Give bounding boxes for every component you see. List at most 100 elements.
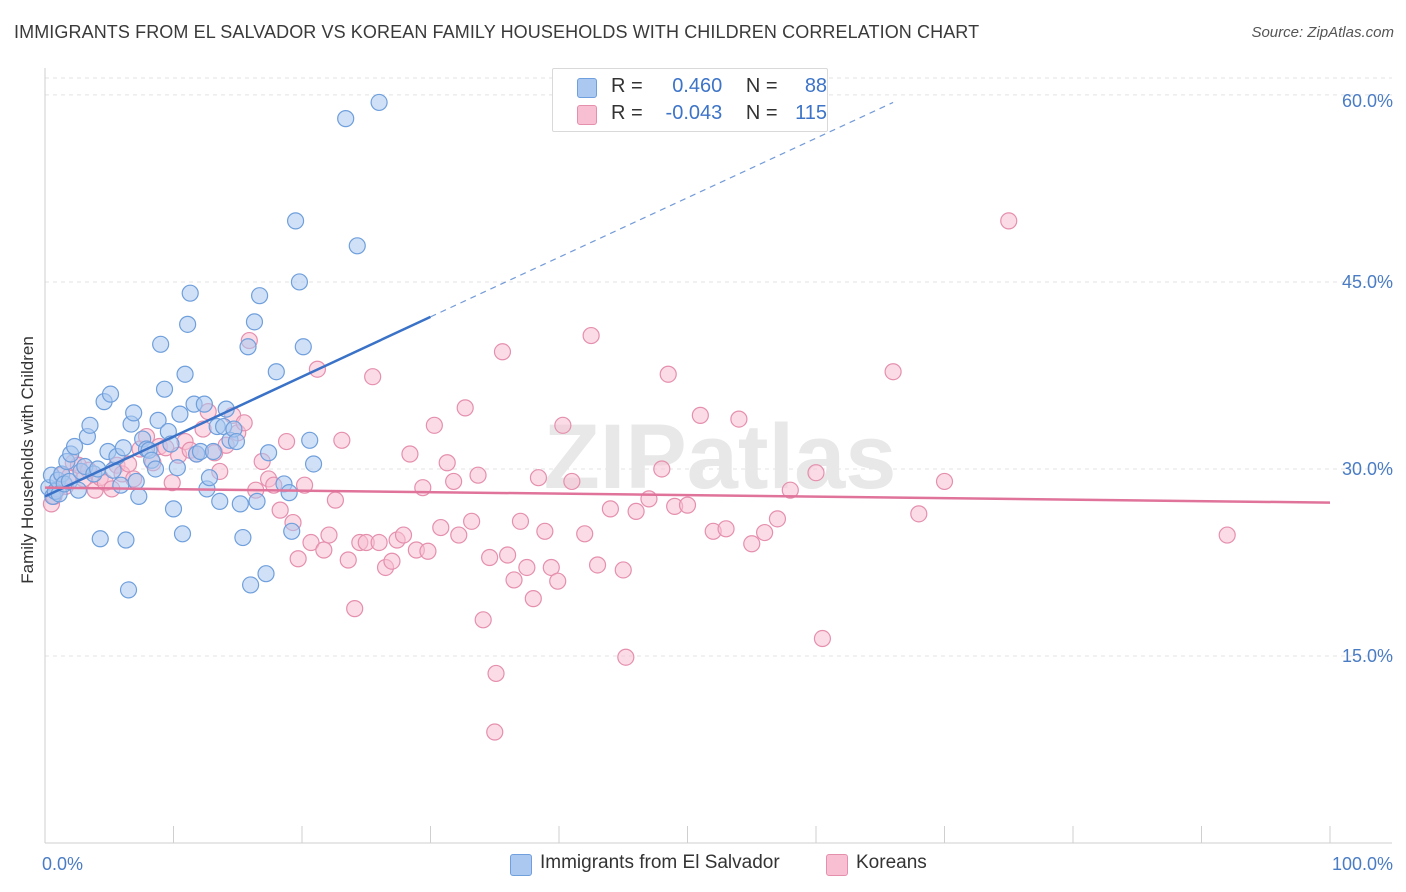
legend-text-koreans: R = -0.043 N = 115	[611, 102, 827, 125]
korean-point	[536, 522, 554, 540]
el-salvador-point	[114, 439, 132, 457]
korean-point	[339, 551, 357, 569]
korean-point	[450, 526, 468, 544]
el-salvador-point	[283, 522, 301, 540]
el-salvador-point	[248, 492, 266, 510]
bottom-legend-swatch-pink	[826, 854, 848, 876]
el-salvador-trend-extension	[430, 101, 894, 318]
korean-point	[659, 365, 677, 383]
el-salvador-point	[168, 459, 186, 477]
korean-point	[320, 526, 338, 544]
korean-point	[474, 611, 492, 629]
trend-lines	[44, 101, 1331, 504]
korean-point	[691, 406, 709, 424]
el-salvador-point	[227, 432, 246, 451]
el-salvador-point	[280, 484, 298, 502]
el-salvador-point	[164, 500, 183, 518]
korean-point	[743, 535, 761, 553]
x-tick-label-max: 100.0%	[1332, 854, 1393, 874]
el-salvador-point	[112, 476, 130, 494]
el-salvador-point	[101, 385, 120, 403]
korean-point	[469, 466, 487, 484]
el-salvador-point	[370, 93, 388, 112]
legend-n-value: 88	[804, 75, 828, 97]
korean-point	[813, 629, 832, 648]
korean-point	[364, 368, 382, 386]
el-salvador-point	[234, 528, 252, 547]
korean-point	[505, 571, 523, 589]
korean-point	[493, 343, 512, 361]
korean-point	[730, 410, 748, 428]
grid-lines	[45, 77, 1392, 657]
el-salvador-point	[294, 338, 312, 356]
y-tick-labels: 15.0% 30.0% 45.0% 60.0%	[1342, 91, 1393, 666]
legend-r-label: R =	[611, 102, 643, 124]
korean-point	[370, 533, 388, 552]
el-salvador-point	[204, 442, 222, 461]
korean-point	[640, 490, 658, 508]
el-salvador-point	[65, 437, 84, 456]
el-salvador-point	[173, 525, 192, 543]
korean-point	[346, 600, 364, 618]
korean-point	[326, 491, 345, 509]
korean-point	[481, 548, 499, 567]
korean-point	[487, 664, 505, 683]
el-salvador-point	[149, 411, 167, 429]
y-tick-label: 60.0%	[1342, 91, 1393, 111]
korean-point	[781, 481, 799, 499]
el-salvador-point	[257, 565, 275, 583]
korean-point	[425, 416, 443, 434]
korean-point	[271, 501, 289, 519]
korean-point	[910, 505, 928, 523]
el-salvador-point	[267, 363, 285, 381]
korean-point	[511, 512, 530, 530]
korean-point	[333, 431, 351, 449]
korean-point	[419, 542, 437, 560]
korean-point	[445, 472, 463, 491]
el-salvador-point	[242, 576, 260, 594]
korean-point	[295, 476, 314, 494]
watermark: ZIPatlas	[544, 406, 897, 508]
korean-point	[554, 416, 572, 434]
korean-point	[884, 363, 902, 381]
korean-point	[499, 546, 517, 564]
el-salvador-point	[119, 581, 138, 599]
legend-n-label: N =	[745, 75, 778, 97]
korean-point	[678, 496, 697, 514]
korean-point	[627, 502, 645, 520]
el-salvador-point	[348, 237, 366, 255]
el-salvador-point	[250, 287, 269, 305]
el-salvador-point	[117, 531, 135, 549]
korean-point	[456, 399, 474, 417]
korean-point	[438, 454, 456, 472]
el-salvador-point	[127, 472, 145, 491]
bottom-legend-label: Immigrants from El Salvador	[540, 852, 780, 873]
korean-point	[315, 541, 333, 559]
el-salvador-point	[286, 212, 305, 230]
y-tick-label: 30.0%	[1342, 459, 1393, 479]
bottom-legend-swatch-blue	[510, 854, 532, 876]
legend-r-value: 0.460	[672, 75, 723, 97]
x-tick-label-min: 0.0%	[42, 854, 83, 874]
korean-point	[614, 561, 632, 579]
korean-point	[576, 525, 594, 543]
el-salvador-point	[337, 110, 355, 128]
el-salvador-point	[290, 273, 309, 291]
el-salvador-point	[304, 455, 323, 473]
legend-swatch-blue	[577, 78, 597, 98]
legend-r-label: R =	[611, 75, 643, 97]
korean-point	[277, 432, 296, 451]
korean-point	[601, 500, 620, 518]
x-tick-labels: 0.0% 100.0%	[42, 854, 1393, 874]
el-salvador-points	[40, 93, 388, 599]
el-salvador-point	[155, 380, 174, 398]
korean-point	[653, 460, 671, 478]
legend-text-el-salvador: R = 0.460 N = 88	[611, 75, 827, 98]
el-salvador-point	[181, 284, 199, 302]
el-salvador-point	[195, 395, 213, 413]
korean-point	[383, 552, 401, 570]
legend-swatch-pink	[577, 105, 597, 125]
korean-point	[768, 510, 787, 528]
y-tick-label: 15.0%	[1342, 646, 1393, 666]
el-salvador-point	[179, 315, 197, 333]
